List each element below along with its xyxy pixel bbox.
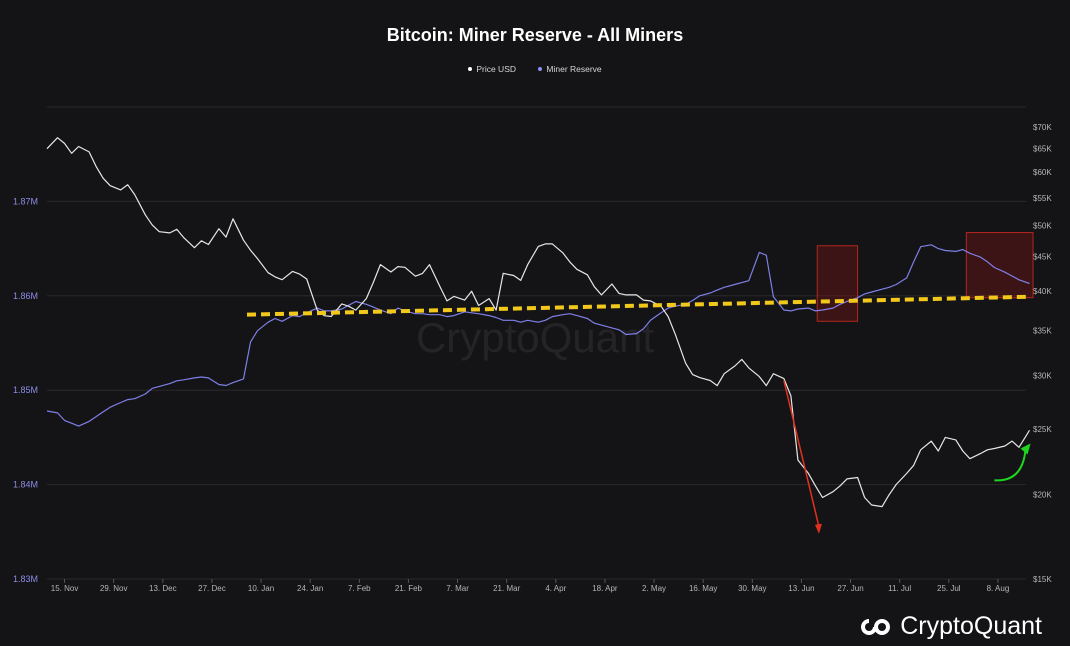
miner-reserve-line: [46, 244, 1030, 427]
y-tick-label-left: 1.86M: [13, 291, 38, 301]
x-tick-label: 27. Dec: [198, 584, 226, 593]
y-tick-label-left: 1.85M: [13, 385, 38, 395]
x-tick-label: 8. Aug: [987, 584, 1010, 593]
y-tick-label-right: $60K: [1033, 168, 1052, 177]
x-tick-label: 7. Mar: [446, 584, 469, 593]
x-tick-label: 30. May: [738, 584, 766, 593]
red-arrow: [783, 380, 820, 527]
red-arrowhead: [814, 523, 822, 534]
y-tick-label-right: $20K: [1033, 491, 1052, 500]
y-tick-label-right: $50K: [1033, 222, 1052, 231]
y-tick-label-left: 1.83M: [13, 574, 38, 584]
x-tick-label: 13. Jun: [788, 584, 814, 593]
x-tick-label: 13. Dec: [149, 584, 177, 593]
highlight-box: [816, 245, 859, 322]
x-tick-label: 29. Nov: [100, 584, 128, 593]
brand-logo: CryptoQuant: [860, 612, 1042, 641]
y-tick-label-right: $40K: [1033, 287, 1052, 296]
green-arrow: [994, 449, 1027, 482]
legend-item-price[interactable]: Price USD: [468, 64, 516, 74]
legend: Price USD Miner Reserve: [0, 63, 1070, 74]
cryptoquant-logo-icon: [861, 618, 891, 635]
x-tick-label: 25. Jul: [937, 584, 961, 593]
x-tick-label: 10. Jan: [248, 584, 274, 593]
legend-dot-icon: [468, 67, 473, 71]
y-tick-label-right: $25K: [1033, 425, 1052, 434]
y-tick-label-right: $30K: [1033, 372, 1052, 381]
y-tick-label-left: 1.84M: [13, 480, 38, 490]
x-tick-label: 11. Jul: [888, 584, 911, 593]
legend-item-reserve[interactable]: Miner Reserve: [538, 64, 602, 74]
x-tick-label: 16. May: [689, 584, 717, 593]
price-usd-line: [46, 137, 1031, 508]
x-tick-label: 2. May: [642, 584, 666, 593]
y-tick-label-right: $55K: [1033, 194, 1052, 203]
x-tick-label: 21. Feb: [395, 584, 423, 593]
trend-line: [246, 294, 1030, 317]
y-tick-label-right: $15K: [1033, 575, 1052, 584]
brand-name: CryptoQuant: [900, 612, 1042, 640]
y-tick-label-left: 1.87M: [13, 196, 38, 206]
highlight-box: [965, 232, 1034, 299]
x-tick-label: 24. Jan: [297, 584, 323, 593]
x-tick-label: 7. Feb: [348, 584, 371, 593]
chart-title: Bitcoin: Miner Reserve - All Miners: [386, 25, 684, 45]
x-tick-label: 18. Apr: [592, 584, 618, 593]
x-tick-label: 21. Mar: [493, 584, 520, 593]
y-tick-label-right: $70K: [1033, 123, 1052, 132]
legend-label-reserve: Miner Reserve: [546, 64, 602, 74]
green-arrowhead: [1020, 443, 1031, 455]
x-tick-label: 4. Apr: [545, 584, 566, 593]
legend-dot-icon: [538, 67, 543, 71]
x-tick-label: 27. Jun: [837, 584, 863, 593]
x-tick-label: 15. Nov: [51, 584, 79, 593]
y-tick-label-right: $45K: [1033, 253, 1052, 262]
y-tick-label-right: $35K: [1033, 326, 1052, 335]
legend-label-price: Price USD: [476, 64, 517, 74]
y-tick-label-right: $65K: [1033, 145, 1052, 154]
